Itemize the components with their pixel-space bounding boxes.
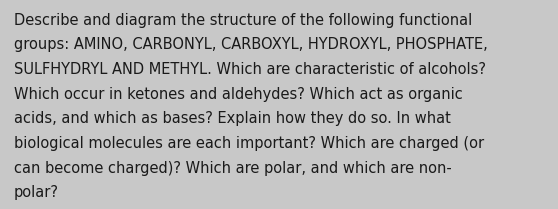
- Text: Which occur in ketones and aldehydes? Which act as organic: Which occur in ketones and aldehydes? Wh…: [14, 87, 463, 102]
- Text: can become charged)? Which are polar, and which are non-: can become charged)? Which are polar, an…: [14, 161, 451, 176]
- Text: polar?: polar?: [14, 185, 59, 200]
- Text: SULFHYDRYL AND METHYL. Which are characteristic of alcohols?: SULFHYDRYL AND METHYL. Which are charact…: [14, 62, 486, 77]
- Text: Describe and diagram the structure of the following functional: Describe and diagram the structure of th…: [14, 13, 472, 28]
- Text: biological molecules are each important? Which are charged (or: biological molecules are each important?…: [14, 136, 484, 151]
- Text: groups: AMINO, CARBONYL, CARBOXYL, HYDROXYL, PHOSPHATE,: groups: AMINO, CARBONYL, CARBOXYL, HYDRO…: [14, 37, 488, 52]
- Text: acids, and which as bases? Explain how they do so. In what: acids, and which as bases? Explain how t…: [14, 111, 451, 126]
